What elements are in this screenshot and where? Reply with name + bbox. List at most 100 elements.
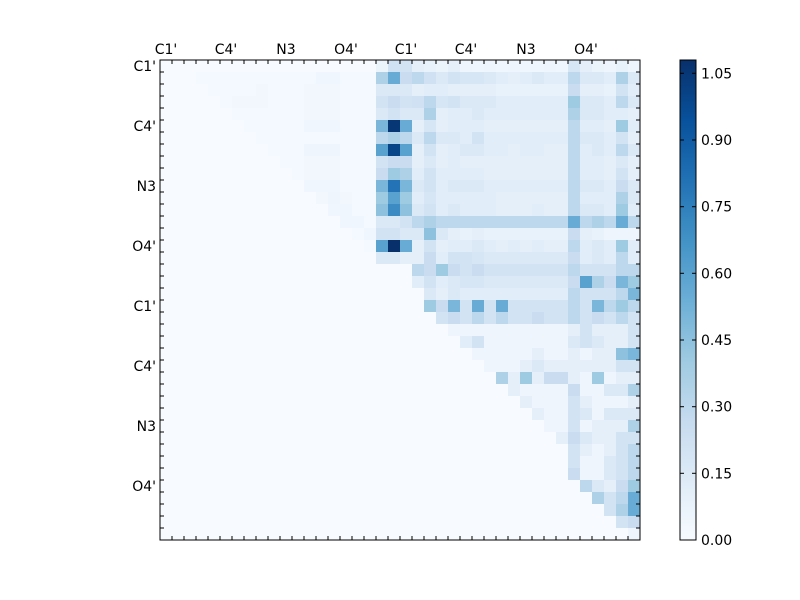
x-tick-label: O4'	[574, 42, 598, 58]
heatmap-cell	[196, 108, 209, 121]
heatmap-cells	[160, 60, 641, 541]
heatmap-cell	[460, 252, 473, 265]
heatmap-cell	[328, 228, 341, 241]
heatmap-cell	[580, 84, 593, 97]
heatmap-cell	[364, 120, 377, 133]
heatmap-cell	[460, 360, 473, 373]
heatmap-cell	[568, 420, 581, 433]
heatmap-cell	[376, 276, 389, 289]
heatmap-cell	[220, 432, 233, 445]
heatmap-cell	[292, 84, 305, 97]
heatmap-cell	[388, 408, 401, 421]
heatmap-cell	[244, 168, 257, 181]
heatmap-cell	[388, 72, 401, 85]
heatmap-cell	[580, 60, 593, 73]
heatmap-cell	[292, 276, 305, 289]
heatmap-cell	[496, 156, 509, 169]
heatmap-cell	[460, 408, 473, 421]
heatmap-cell	[556, 312, 569, 325]
heatmap-cell	[412, 180, 425, 193]
heatmap-cell	[616, 420, 629, 433]
heatmap-cell	[280, 96, 293, 109]
heatmap-cell	[184, 408, 197, 421]
heatmap-cell	[256, 228, 269, 241]
heatmap-cell	[352, 180, 365, 193]
heatmap-cell	[196, 348, 209, 361]
heatmap-cell	[604, 504, 617, 517]
heatmap-cell	[400, 336, 413, 349]
heatmap-cell	[364, 300, 377, 313]
heatmap-cell	[256, 108, 269, 121]
heatmap-cell	[280, 168, 293, 181]
heatmap-cell	[628, 216, 641, 229]
heatmap-cell	[412, 420, 425, 433]
heatmap-cell	[472, 108, 485, 121]
heatmap-cell	[244, 420, 257, 433]
heatmap-cell	[208, 300, 221, 313]
heatmap-cell	[448, 276, 461, 289]
heatmap-cell	[172, 192, 185, 205]
heatmap-cell	[568, 60, 581, 73]
heatmap-cell	[568, 444, 581, 457]
heatmap-cell	[292, 492, 305, 505]
heatmap-cell	[472, 420, 485, 433]
heatmap-cell	[160, 480, 173, 493]
heatmap-cell	[580, 144, 593, 157]
heatmap-cell	[244, 396, 257, 409]
heatmap-cell	[568, 252, 581, 265]
heatmap-cell	[604, 492, 617, 505]
heatmap-cell	[352, 240, 365, 253]
heatmap-cell	[412, 384, 425, 397]
heatmap-cell	[364, 408, 377, 421]
heatmap-cell	[268, 288, 281, 301]
heatmap-cell	[424, 60, 437, 73]
heatmap-cell	[172, 108, 185, 121]
heatmap-cell	[412, 312, 425, 325]
heatmap-cell	[232, 324, 245, 337]
heatmap-cell	[232, 384, 245, 397]
heatmap-cell	[412, 300, 425, 313]
heatmap-cell	[172, 348, 185, 361]
heatmap-cell	[364, 324, 377, 337]
heatmap-cell	[220, 252, 233, 265]
heatmap-cell	[244, 480, 257, 493]
heatmap-cell	[424, 312, 437, 325]
heatmap-cell	[196, 456, 209, 469]
heatmap-cell	[328, 528, 341, 541]
heatmap-cell	[592, 384, 605, 397]
heatmap-cell	[280, 60, 293, 73]
heatmap-cell	[232, 372, 245, 385]
heatmap-cell	[292, 348, 305, 361]
heatmap-cell	[208, 96, 221, 109]
heatmap-cell	[412, 372, 425, 385]
heatmap-cell	[388, 528, 401, 541]
heatmap-cell	[520, 516, 533, 529]
heatmap-cell	[400, 420, 413, 433]
heatmap-cell	[568, 264, 581, 277]
heatmap-cell	[412, 516, 425, 529]
heatmap-cell	[604, 180, 617, 193]
heatmap-cell	[484, 60, 497, 73]
heatmap-cell	[472, 504, 485, 517]
heatmap-cell	[268, 96, 281, 109]
heatmap-cell	[592, 228, 605, 241]
heatmap-cell	[508, 180, 521, 193]
heatmap-cell	[268, 312, 281, 325]
heatmap-cell	[172, 324, 185, 337]
heatmap-cell	[568, 276, 581, 289]
heatmap-cell	[400, 168, 413, 181]
heatmap-cell	[340, 372, 353, 385]
heatmap-cell	[328, 408, 341, 421]
heatmap-cell	[172, 72, 185, 85]
heatmap-cell	[496, 348, 509, 361]
heatmap-cell	[316, 228, 329, 241]
heatmap-cell	[484, 84, 497, 97]
heatmap-cell	[448, 372, 461, 385]
heatmap-cell	[208, 468, 221, 481]
heatmap-cell	[532, 252, 545, 265]
heatmap-cell	[232, 120, 245, 133]
heatmap-cell	[364, 168, 377, 181]
heatmap-cell	[628, 144, 641, 157]
heatmap-cell	[256, 240, 269, 253]
heatmap-cell	[544, 252, 557, 265]
